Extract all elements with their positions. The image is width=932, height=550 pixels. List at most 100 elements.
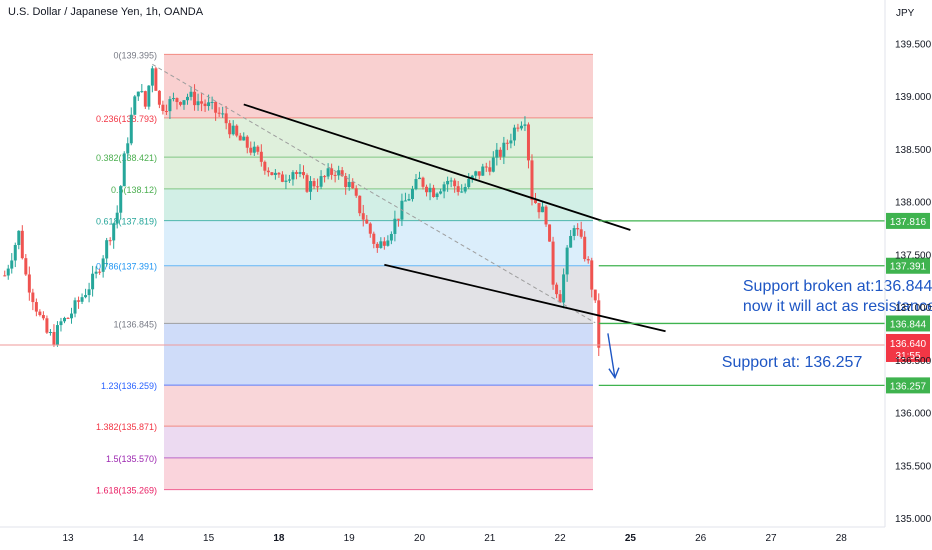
candle-body: [273, 172, 277, 175]
support-price-tag: [886, 212, 930, 229]
candle-body: [551, 241, 555, 285]
candle-body: [175, 98, 179, 103]
candle-body: [280, 174, 284, 182]
annotation-text: Support at: 136.257: [722, 354, 863, 371]
candle-body: [421, 177, 425, 187]
candle-body: [481, 166, 485, 176]
candle-body: [77, 300, 81, 302]
candle-body: [326, 168, 330, 177]
candle-body: [161, 104, 165, 112]
x-tick-label: 18: [273, 533, 285, 544]
candle-body: [224, 113, 228, 124]
fib-band: [164, 157, 593, 189]
candle-body: [91, 273, 95, 290]
candle-body: [333, 174, 337, 176]
candle-body: [533, 200, 537, 204]
candle-body: [512, 127, 516, 141]
candle-body: [526, 124, 530, 161]
candle-body: [157, 90, 161, 105]
candle-body: [593, 289, 597, 301]
fib-label: 0.5(138.12): [111, 185, 157, 195]
candle-body: [428, 187, 432, 193]
fib-bands: [164, 54, 593, 490]
x-tick-label: 22: [555, 533, 567, 544]
fib-label: 1(136.845): [113, 319, 157, 329]
candle-body: [382, 241, 386, 246]
candle-body: [287, 179, 291, 181]
candle-body: [193, 91, 197, 106]
candle-body: [221, 113, 225, 115]
candle-body: [94, 271, 98, 274]
support-price-label: 137.391: [890, 262, 927, 273]
fib-band: [164, 457, 593, 490]
candle-body: [291, 172, 295, 180]
candle-body: [463, 187, 467, 192]
candle-body: [217, 112, 221, 114]
candle-body: [27, 274, 31, 293]
candle-body: [386, 240, 390, 246]
candle-body: [31, 292, 35, 303]
candle-body: [555, 284, 559, 295]
candle-body: [323, 176, 327, 178]
candle-body: [20, 230, 24, 259]
candle-body: [66, 317, 70, 319]
candle-body: [38, 311, 42, 316]
candle-body: [298, 172, 302, 174]
candle-body: [410, 189, 414, 200]
candle-body: [442, 184, 446, 192]
candle-body: [24, 258, 28, 275]
candle-body: [505, 142, 509, 144]
candle-body: [393, 218, 397, 234]
x-tick-label: 14: [133, 533, 145, 544]
candle-body: [361, 213, 365, 220]
candle-body: [228, 123, 232, 135]
trend-drawings: [0, 63, 885, 346]
candle-body: [516, 127, 520, 129]
candle-body: [45, 318, 49, 333]
candle-body: [214, 101, 218, 113]
candle-body: [375, 243, 379, 248]
candle-body: [541, 206, 545, 213]
candle-body: [312, 181, 316, 187]
fib-label: 0.382(138.421): [96, 153, 157, 163]
y-tick-label: 138.000: [895, 198, 932, 209]
x-tick-label: 19: [344, 533, 356, 544]
candle-body: [407, 199, 411, 201]
candle-body: [372, 233, 376, 244]
candle-body: [309, 181, 313, 192]
candle-body: [509, 140, 513, 144]
candle-body: [446, 180, 450, 185]
candle-body: [140, 91, 144, 93]
candle-body: [396, 218, 400, 220]
candle-body: [368, 223, 372, 234]
channel-lower-line: [384, 263, 666, 333]
candle-body: [467, 178, 471, 188]
candle-body: [259, 151, 263, 162]
candle-body: [3, 275, 7, 277]
candle-body: [502, 142, 506, 157]
fib-lines: [164, 53, 593, 491]
support-price-tag: [886, 315, 930, 332]
candle-body: [344, 176, 348, 188]
fib-band: [164, 220, 593, 266]
candle-body: [576, 228, 580, 230]
candle-body: [319, 176, 323, 187]
candle-body: [519, 125, 523, 129]
candle-body: [101, 258, 105, 272]
y-tick-label: 137.000: [895, 303, 932, 314]
candle-body: [284, 180, 288, 182]
candle-body: [73, 300, 77, 314]
candle-body: [62, 317, 66, 322]
x-tick-label: 15: [203, 533, 215, 544]
annotation-text: Support broken at:136.844: [743, 278, 932, 295]
candle-body: [263, 161, 267, 171]
candle-body: [488, 167, 492, 172]
candle-body: [351, 181, 355, 189]
candles: [3, 65, 601, 357]
candle-body: [105, 240, 109, 259]
candle-body: [562, 274, 566, 303]
candle-body: [495, 149, 499, 158]
